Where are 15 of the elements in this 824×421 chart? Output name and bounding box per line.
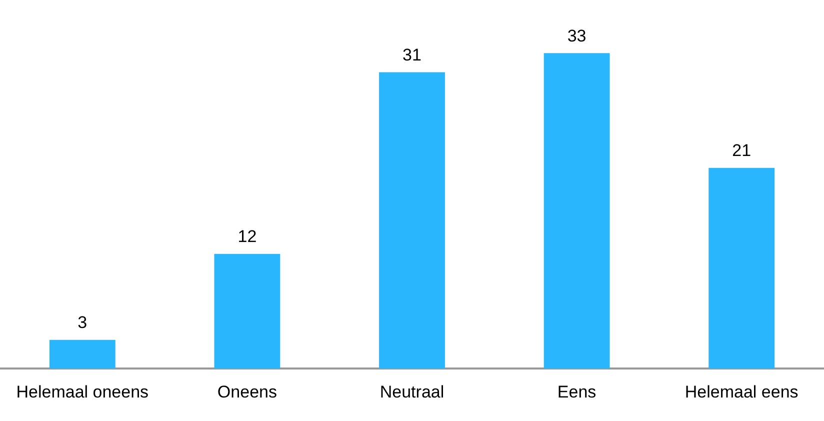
x-tick-label: Eens (557, 382, 596, 402)
x-tick-label: Neutraal (380, 382, 444, 402)
bar (379, 72, 445, 369)
x-tick-label: Helemaal oneens (16, 382, 149, 402)
data-label: 31 (402, 45, 422, 64)
x-tick-label: Helemaal eens (684, 382, 798, 402)
data-label: 21 (732, 141, 752, 160)
x-tick-label: Oneens (217, 382, 277, 402)
data-label: 3 (78, 313, 88, 332)
data-label: 33 (567, 26, 586, 46)
bar (214, 254, 280, 369)
bar (544, 53, 610, 369)
bar (49, 340, 116, 369)
data-label: 12 (238, 227, 257, 246)
bar (708, 168, 775, 369)
